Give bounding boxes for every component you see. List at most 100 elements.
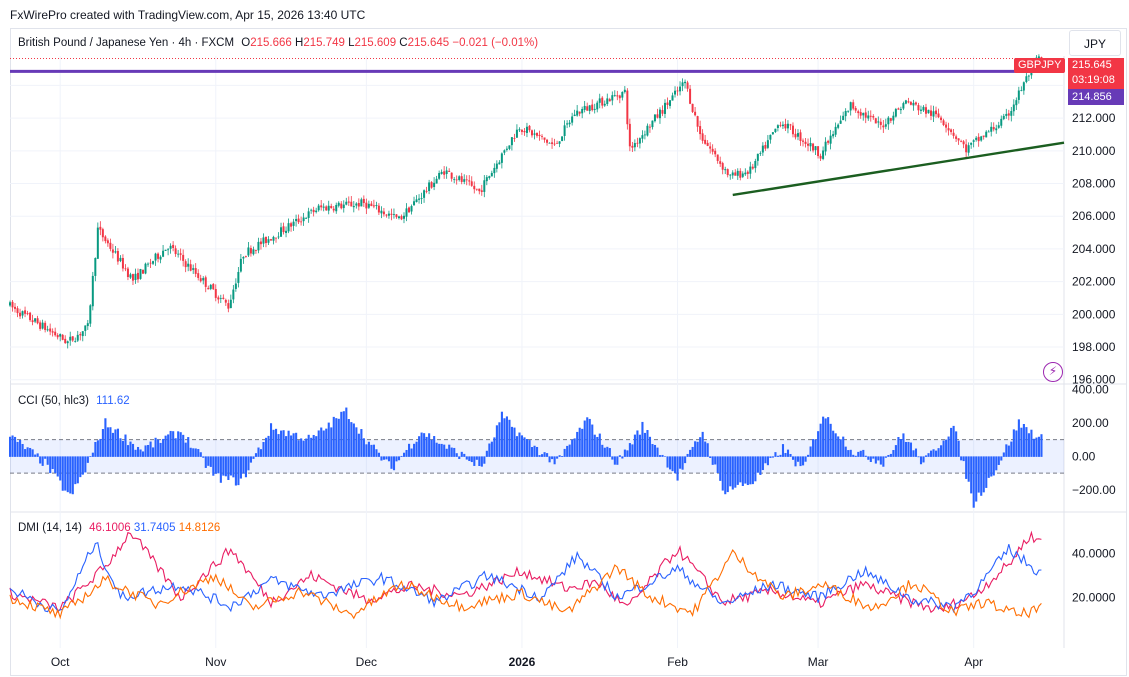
price-legend[interactable]: British Pound / Japanese Yen · 4h · FXCM…	[18, 37, 538, 49]
cci-bar	[764, 456, 767, 464]
cci-bar	[751, 456, 754, 485]
candle-body	[26, 312, 29, 314]
cci-bar	[781, 444, 785, 457]
candle-body	[159, 256, 162, 260]
candle-body	[332, 208, 335, 211]
candle-body	[894, 109, 897, 117]
cci-bar	[854, 455, 857, 457]
candle-body	[297, 218, 300, 223]
candle-body	[586, 106, 589, 111]
cci-bar	[621, 456, 624, 459]
cci-bar	[844, 446, 847, 457]
cci-bar	[252, 456, 255, 459]
cci-bar	[134, 449, 137, 457]
cci-bar	[310, 437, 313, 457]
cci-bar	[553, 456, 556, 465]
cci-bar	[955, 431, 958, 457]
candle-body	[566, 123, 569, 125]
cci-bar	[392, 456, 396, 471]
cci-bar	[9, 436, 12, 457]
candle-body	[242, 256, 245, 259]
candle-body	[711, 148, 714, 152]
cci-bar	[184, 442, 187, 457]
dmi-legend[interactable]: DMI (14, 14) 46.1006 31.7405 14.8126	[18, 522, 220, 534]
cci-bar	[438, 443, 441, 457]
cci-bar	[445, 448, 448, 457]
price-tick-label: 202.000	[1072, 275, 1116, 289]
cci-bar	[867, 456, 870, 460]
currency-selector[interactable]: JPY	[1069, 30, 1121, 56]
cci-bar	[721, 456, 724, 491]
cci-bar	[779, 454, 782, 457]
cci-bar	[74, 456, 77, 485]
candle-body	[578, 111, 581, 114]
dmi-tick-label: 20.0000	[1072, 590, 1116, 604]
cci-bar	[76, 456, 79, 484]
candle-body	[686, 82, 689, 89]
cci-bar	[631, 444, 634, 457]
cci-bar	[275, 428, 278, 457]
cci-legend[interactable]: CCI (50, hlc3) 111.62	[18, 395, 130, 407]
cci-bar	[628, 443, 631, 457]
candle-body	[837, 124, 840, 128]
candle-body	[809, 143, 812, 147]
cci-bar	[618, 455, 621, 457]
candle-body	[970, 142, 973, 145]
candle-body	[64, 338, 67, 344]
candle-body	[144, 263, 147, 274]
candle-body	[74, 341, 77, 342]
cci-bar	[571, 439, 574, 457]
candle-body	[290, 223, 293, 227]
cci-bar	[244, 456, 247, 478]
candle-body	[764, 145, 767, 149]
candle-body	[272, 236, 275, 241]
candle-body	[493, 167, 496, 174]
cci-bar	[377, 452, 380, 457]
candle-body	[192, 268, 195, 270]
cci-bar	[493, 437, 496, 457]
cci-label[interactable]: CCI (50, hlc3)	[18, 395, 89, 407]
cci-bar	[149, 441, 152, 457]
candle-body	[510, 137, 513, 146]
candle-body	[445, 170, 448, 174]
cci-bar	[586, 417, 589, 457]
candle-body	[1022, 82, 1025, 91]
candle-body	[852, 102, 855, 109]
price-tick-label: 200.000	[1072, 307, 1116, 321]
candle-body	[124, 268, 127, 270]
candle-body	[525, 126, 528, 133]
cci-bar	[322, 430, 325, 457]
candle-body	[134, 273, 137, 280]
symbol-title[interactable]: British Pound / Japanese Yen · 4h · FXCM	[18, 37, 235, 49]
cci-bar	[239, 456, 242, 479]
candle-body	[219, 298, 222, 299]
candle-body	[887, 117, 890, 125]
tradingview-logo-icon[interactable]: ⚡	[1043, 362, 1063, 382]
candle-body	[573, 114, 576, 117]
cci-bar	[169, 430, 172, 457]
candle-body	[382, 211, 385, 215]
candle-body	[581, 108, 584, 114]
candle-body	[478, 188, 481, 192]
candle-body	[656, 114, 659, 118]
cci-bar	[179, 432, 182, 457]
dmi-label[interactable]: DMI (14, 14)	[18, 522, 82, 534]
cci-bar	[1032, 438, 1035, 457]
cci-bar	[69, 456, 72, 494]
cci-bar	[1025, 427, 1028, 457]
cci-bar	[468, 456, 471, 462]
candle-body	[505, 148, 508, 150]
cci-bar	[769, 456, 772, 458]
cci-bar	[897, 436, 900, 457]
candle-body	[679, 86, 682, 92]
candle-body	[267, 239, 270, 243]
candle-body	[528, 125, 531, 131]
candle-body	[623, 89, 626, 93]
cci-bar	[428, 433, 431, 457]
cci-bar	[791, 456, 795, 460]
candle-body	[197, 273, 200, 278]
cci-bar	[465, 456, 468, 460]
cci-bar	[546, 453, 549, 457]
cci-bar	[573, 438, 576, 457]
